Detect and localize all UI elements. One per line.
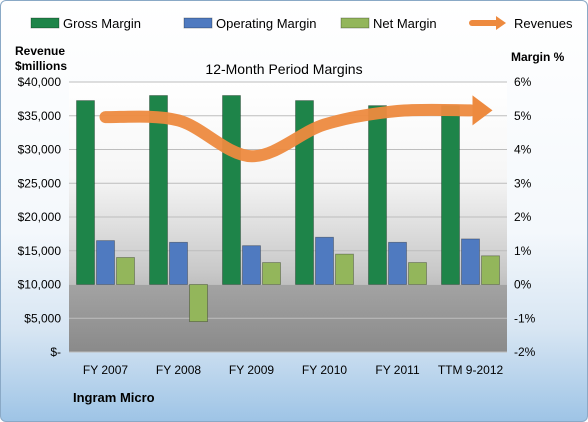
x-tick-label: FY 2007: [83, 363, 128, 377]
bar-net-margin: [481, 255, 500, 285]
legend-label: Operating Margin: [216, 16, 316, 31]
bar-operating-margin: [96, 240, 115, 285]
revenue-arrowhead: [472, 95, 493, 126]
bar-gross-margin: [76, 100, 95, 285]
bar-operating-margin: [388, 241, 407, 285]
legend-arrow-revenues: [496, 16, 506, 30]
right-tick-label: 1%: [514, 244, 532, 258]
left-tick-label: $40,000: [18, 75, 62, 89]
left-tick-label: $30,000: [18, 143, 62, 157]
left-axis-title-line2: $millions: [15, 59, 67, 73]
x-tick-label: FY 2008: [156, 363, 201, 377]
left-axis-title-line1: Revenue: [15, 44, 65, 58]
left-tick-label: $15,000: [18, 244, 62, 258]
left-tick-label: $5,000: [24, 311, 61, 325]
x-tick-label: FY 2009: [229, 363, 274, 377]
legend-label: Gross Margin: [63, 16, 141, 31]
bar-gross-margin: [441, 105, 460, 285]
legend-label: Revenues: [514, 16, 573, 31]
bar-gross-margin: [149, 95, 168, 285]
bar-gross-margin: [222, 95, 241, 285]
right-tick-label: 2%: [514, 210, 532, 224]
x-tick-label: FY 2010: [302, 363, 347, 377]
legend-swatch-operating-margin: [183, 17, 213, 29]
bar-net-margin: [262, 262, 281, 285]
bar-operating-margin: [169, 241, 188, 285]
right-axis-title: Margin %: [511, 50, 565, 64]
bar-net-margin: [408, 262, 427, 285]
left-tick-label: $-: [50, 345, 61, 359]
left-tick-label: $25,000: [18, 176, 62, 190]
company-label: Ingram Micro: [73, 390, 155, 405]
chart-title: 12-Month Period Margins: [205, 61, 362, 77]
left-tick-label: $10,000: [18, 278, 62, 292]
right-tick-label: 6%: [514, 75, 532, 89]
left-tick-label: $35,000: [18, 109, 62, 123]
revenue-line: [99, 103, 477, 163]
left-tick-label: $20,000: [18, 210, 62, 224]
x-tick-label: TTM 9-2012: [438, 363, 504, 377]
bar-gross-margin: [295, 100, 314, 285]
bar-net-margin: [116, 257, 135, 285]
right-tick-label: -1%: [514, 311, 536, 325]
right-tick-label: 0%: [514, 278, 532, 292]
bar-gross-margin: [368, 105, 387, 285]
bar-operating-margin: [242, 245, 261, 285]
legend-label: Net Margin: [373, 16, 437, 31]
right-tick-label: 3%: [514, 176, 532, 190]
legend-swatch-gross-margin: [30, 17, 60, 29]
legend-swatch-net-margin: [340, 17, 370, 29]
right-tick-label: -2%: [514, 345, 536, 359]
right-tick-label: 5%: [514, 109, 532, 123]
bar-operating-margin: [315, 236, 334, 285]
bar-net-margin: [189, 284, 208, 323]
right-tick-label: 4%: [514, 143, 532, 157]
bar-net-margin: [335, 253, 354, 285]
bar-operating-margin: [461, 238, 480, 285]
x-tick-label: FY 2011: [375, 363, 420, 377]
